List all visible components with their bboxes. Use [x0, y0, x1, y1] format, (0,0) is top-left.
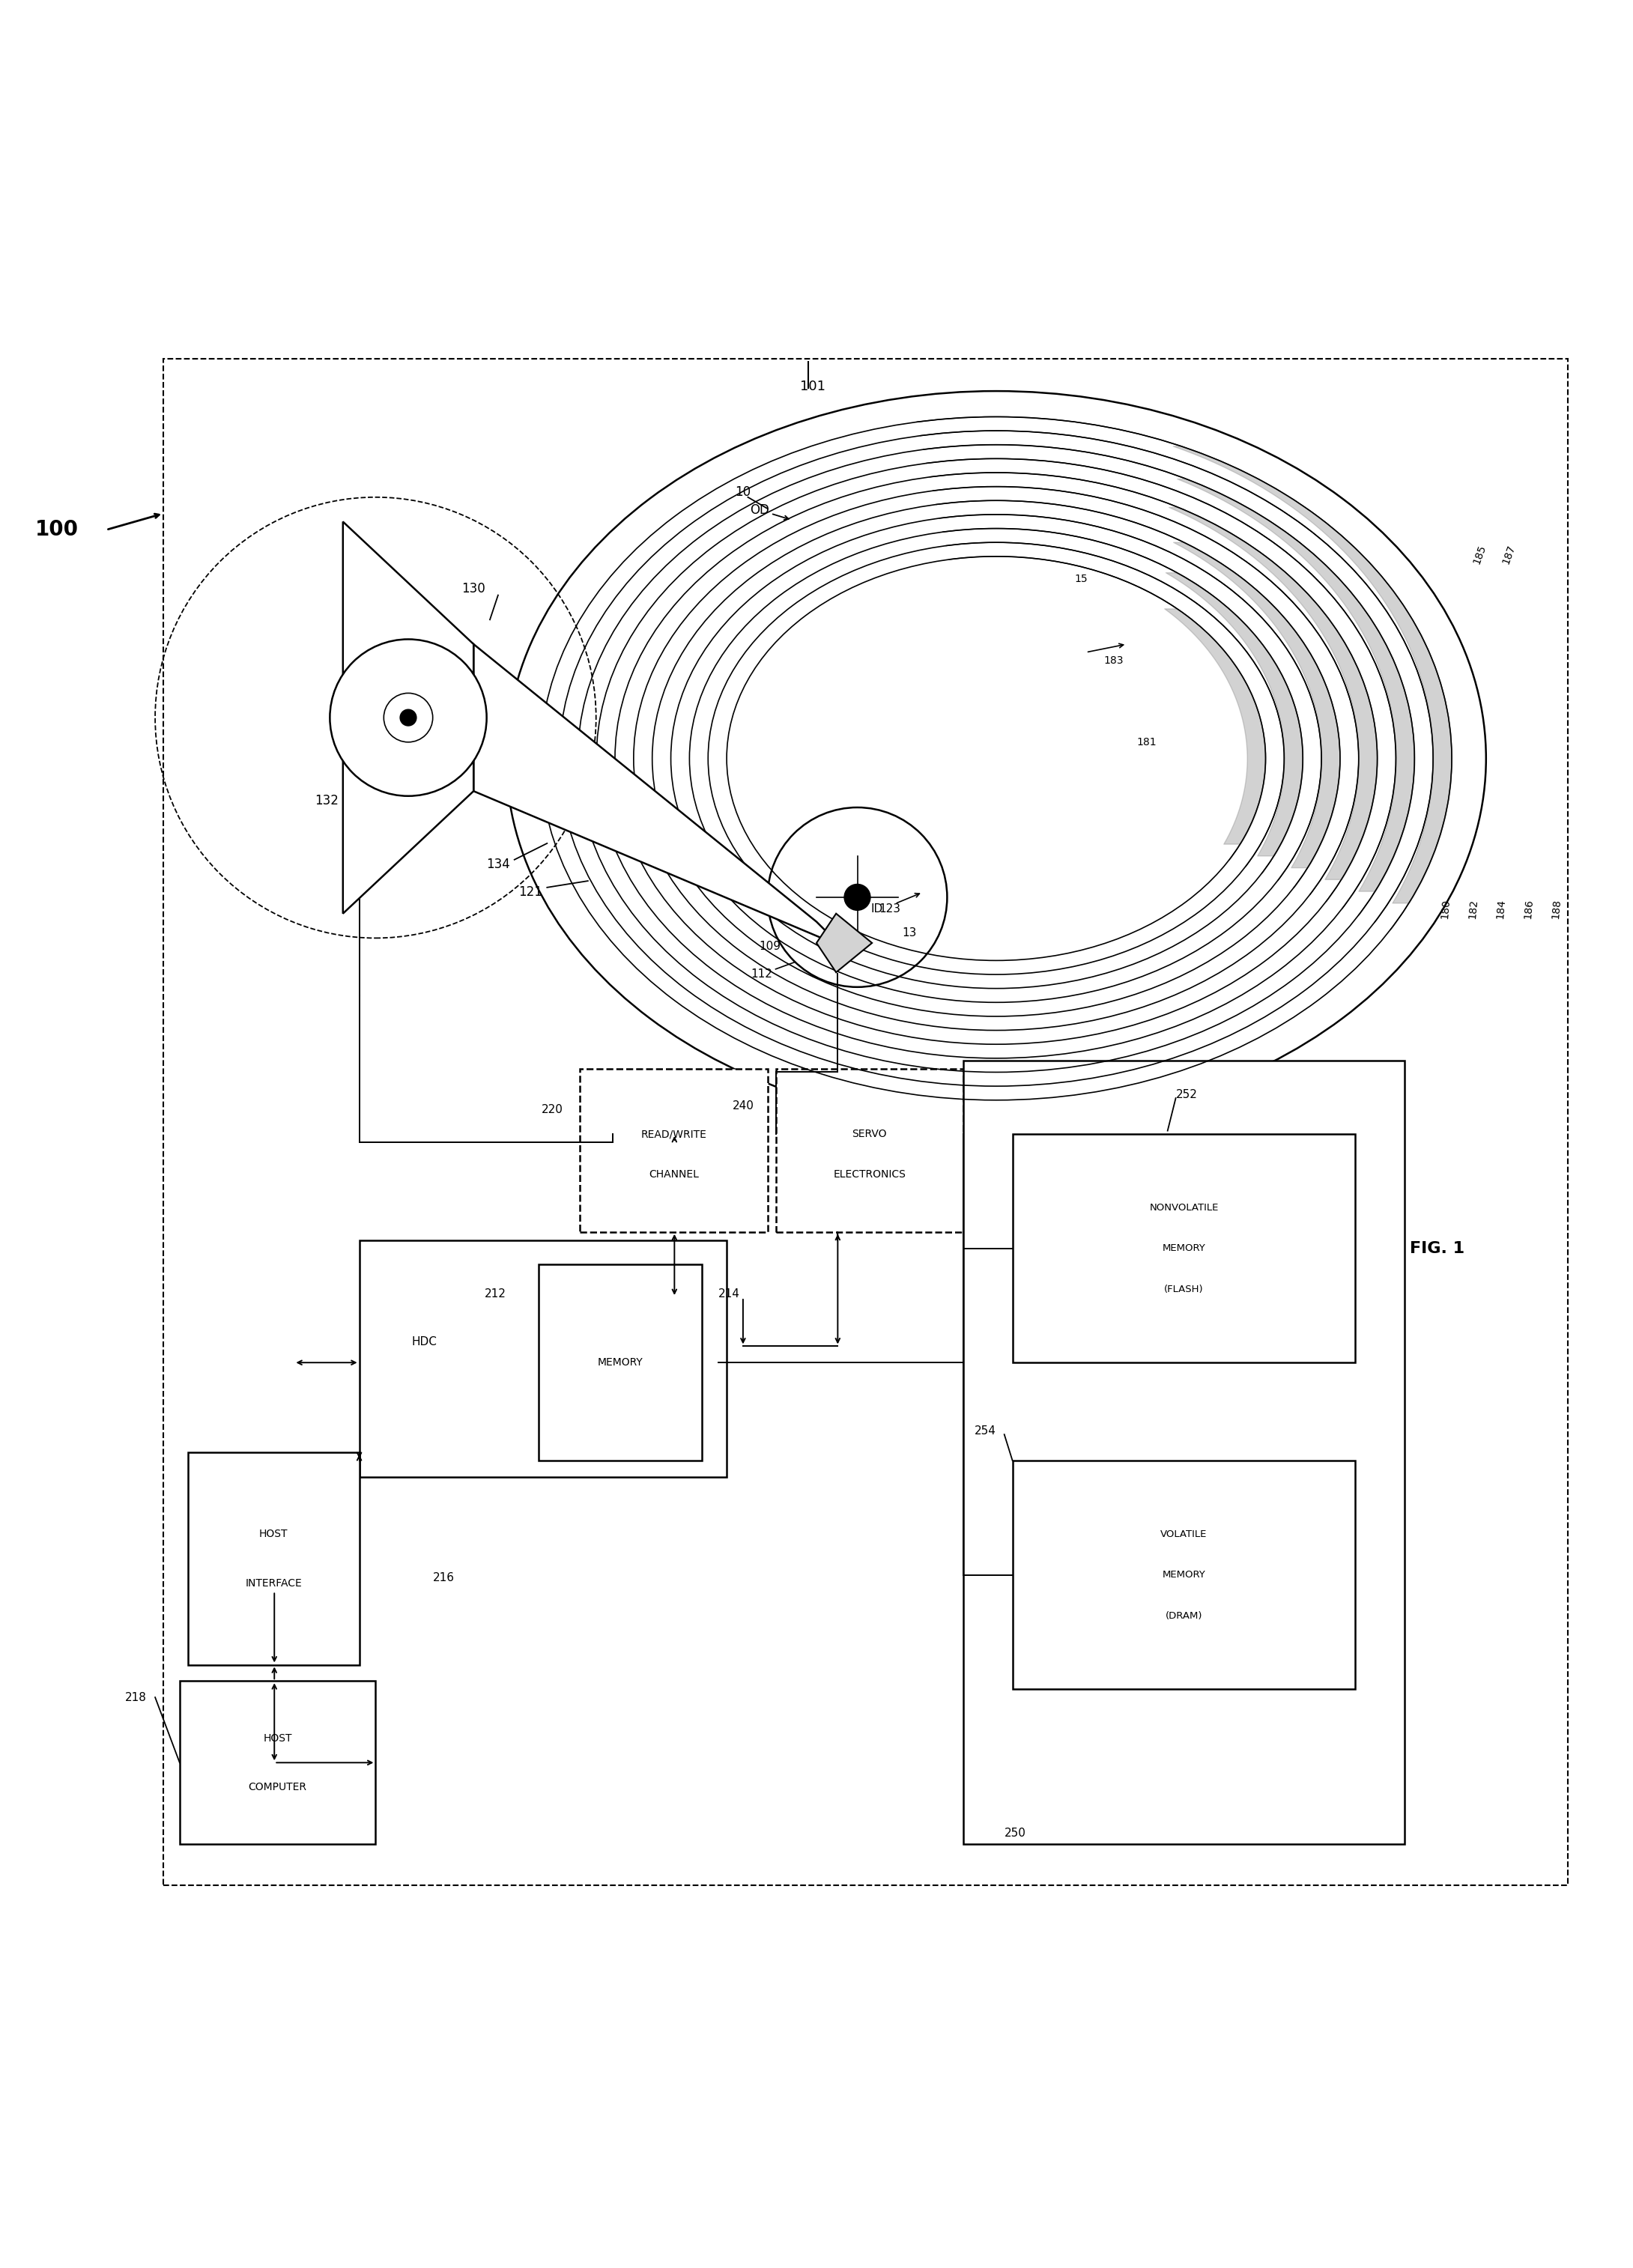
Text: 186: 186: [1522, 898, 1535, 919]
Text: OD: OD: [750, 503, 769, 517]
Text: INTERFACE: INTERFACE: [245, 1579, 302, 1588]
Text: 134: 134: [487, 857, 509, 871]
Text: 250: 250: [1004, 1828, 1026, 1839]
Text: 123: 123: [879, 903, 901, 914]
Text: 112: 112: [751, 968, 772, 980]
Text: CHANNEL: CHANNEL: [648, 1170, 699, 1179]
Text: 101: 101: [800, 379, 826, 392]
Text: 132: 132: [315, 794, 338, 807]
Text: 130: 130: [462, 583, 485, 596]
Text: 183: 183: [1104, 655, 1124, 667]
Polygon shape: [474, 644, 841, 946]
Text: 15: 15: [1075, 574, 1088, 585]
Text: MEMORY: MEMORY: [1163, 1243, 1205, 1254]
FancyBboxPatch shape: [963, 1061, 1404, 1844]
Text: 184: 184: [1494, 898, 1507, 919]
Polygon shape: [343, 522, 474, 914]
Text: 13: 13: [903, 928, 916, 939]
Circle shape: [330, 640, 487, 796]
FancyBboxPatch shape: [359, 1241, 727, 1476]
Text: 10: 10: [735, 485, 751, 499]
Text: 214: 214: [719, 1288, 740, 1300]
Text: 218: 218: [126, 1692, 147, 1703]
Text: READ/WRITE: READ/WRITE: [640, 1129, 707, 1139]
Text: 212: 212: [485, 1288, 506, 1300]
Text: 254: 254: [975, 1427, 996, 1438]
Text: 220: 220: [542, 1105, 563, 1116]
Text: 100: 100: [36, 519, 78, 540]
Text: 109: 109: [759, 941, 781, 953]
Ellipse shape: [506, 390, 1486, 1125]
FancyBboxPatch shape: [776, 1068, 963, 1232]
FancyBboxPatch shape: [180, 1681, 376, 1844]
Text: 182: 182: [1466, 898, 1479, 919]
FancyBboxPatch shape: [1012, 1461, 1355, 1690]
Polygon shape: [816, 914, 872, 973]
Circle shape: [768, 807, 947, 987]
Text: 187: 187: [1501, 544, 1517, 565]
Text: HOST: HOST: [263, 1733, 292, 1744]
Text: FIG. 1: FIG. 1: [1409, 1241, 1465, 1256]
FancyBboxPatch shape: [580, 1068, 768, 1232]
Bar: [163, 358, 1568, 1885]
Text: 121: 121: [519, 885, 542, 898]
FancyBboxPatch shape: [188, 1452, 359, 1665]
Text: MEMORY: MEMORY: [1163, 1569, 1205, 1581]
Circle shape: [844, 885, 870, 909]
FancyBboxPatch shape: [539, 1266, 702, 1461]
Text: VOLATILE: VOLATILE: [1161, 1529, 1207, 1540]
Text: ELECTRONICS: ELECTRONICS: [833, 1170, 906, 1179]
Text: 240: 240: [733, 1100, 754, 1111]
Circle shape: [384, 694, 433, 742]
Text: HDC: HDC: [412, 1336, 438, 1347]
Text: 185: 185: [1471, 544, 1488, 565]
Text: HOST: HOST: [260, 1529, 287, 1540]
Text: 180: 180: [1439, 898, 1452, 919]
Text: 252: 252: [1176, 1089, 1197, 1100]
Text: SERVO: SERVO: [852, 1129, 887, 1139]
Text: MEMORY: MEMORY: [598, 1356, 643, 1368]
FancyBboxPatch shape: [1012, 1134, 1355, 1363]
Text: 188: 188: [1550, 898, 1563, 919]
Text: 216: 216: [433, 1572, 454, 1583]
Text: NONVOLATILE: NONVOLATILE: [1150, 1202, 1218, 1213]
Circle shape: [400, 710, 416, 726]
Text: ID: ID: [870, 903, 883, 914]
Text: COMPUTER: COMPUTER: [248, 1783, 307, 1792]
Text: (DRAM): (DRAM): [1166, 1610, 1202, 1622]
Text: (FLASH): (FLASH): [1164, 1284, 1204, 1295]
Text: 181: 181: [1137, 737, 1156, 748]
